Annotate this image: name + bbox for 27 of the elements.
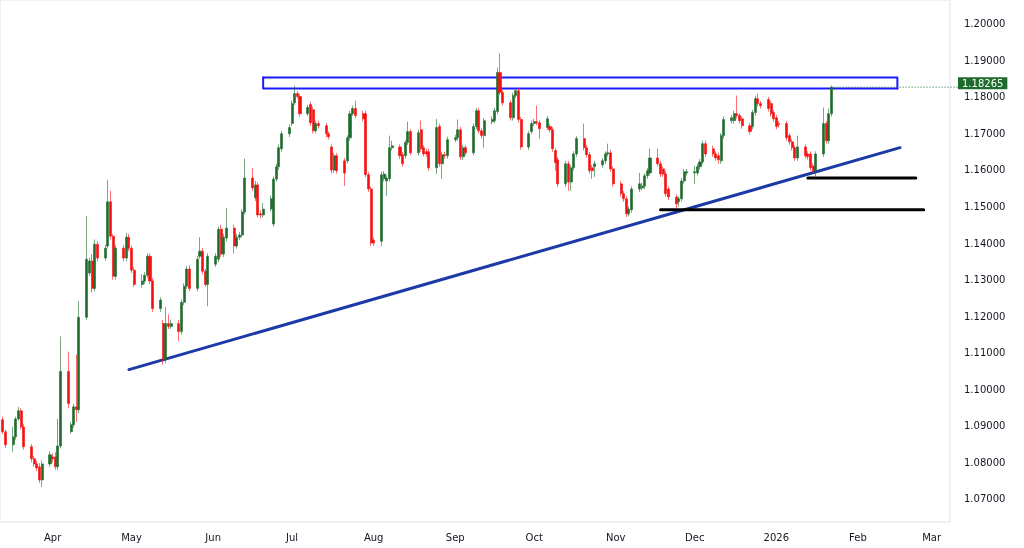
y-tick-label: 1.20000 bbox=[964, 18, 1006, 30]
y-tick-label: 1.17000 bbox=[964, 127, 1006, 139]
x-tick-label: Jul bbox=[285, 531, 299, 543]
x-tick-label: Dec bbox=[685, 531, 705, 543]
y-tick-label: 1.09000 bbox=[964, 420, 1006, 432]
y-tick-label: 1.07000 bbox=[964, 493, 1006, 505]
x-tick-label: Aug bbox=[363, 531, 384, 543]
y-tick-label: 1.14000 bbox=[964, 237, 1006, 249]
y-tick-label: 1.08000 bbox=[964, 456, 1006, 468]
x-tick-label: May bbox=[121, 531, 142, 543]
x-tick-label: Apr bbox=[43, 531, 63, 543]
x-tick-label: Nov bbox=[606, 531, 626, 543]
y-tick-label: 1.15000 bbox=[964, 201, 1006, 213]
x-tick-label: Oct bbox=[525, 531, 543, 543]
y-tick-label: 1.12000 bbox=[964, 310, 1006, 322]
x-tick-label: Feb bbox=[849, 531, 867, 543]
y-tick-label: 1.19000 bbox=[964, 54, 1006, 66]
y-tick-label: 1.16000 bbox=[964, 164, 1006, 176]
x-tick-label: Sep bbox=[445, 531, 465, 543]
x-tick-label: 2026 bbox=[763, 531, 790, 543]
y-tick-label: 1.18000 bbox=[964, 91, 1006, 103]
y-tick-label: 1.10000 bbox=[964, 383, 1006, 395]
x-tick-label: Mar bbox=[922, 531, 942, 543]
x-tick-label: Jun bbox=[204, 531, 221, 543]
y-tick-label: 1.11000 bbox=[964, 347, 1006, 359]
y-tick-label: 1.13000 bbox=[964, 274, 1006, 286]
annotation: 1.18265 bbox=[962, 77, 1004, 89]
